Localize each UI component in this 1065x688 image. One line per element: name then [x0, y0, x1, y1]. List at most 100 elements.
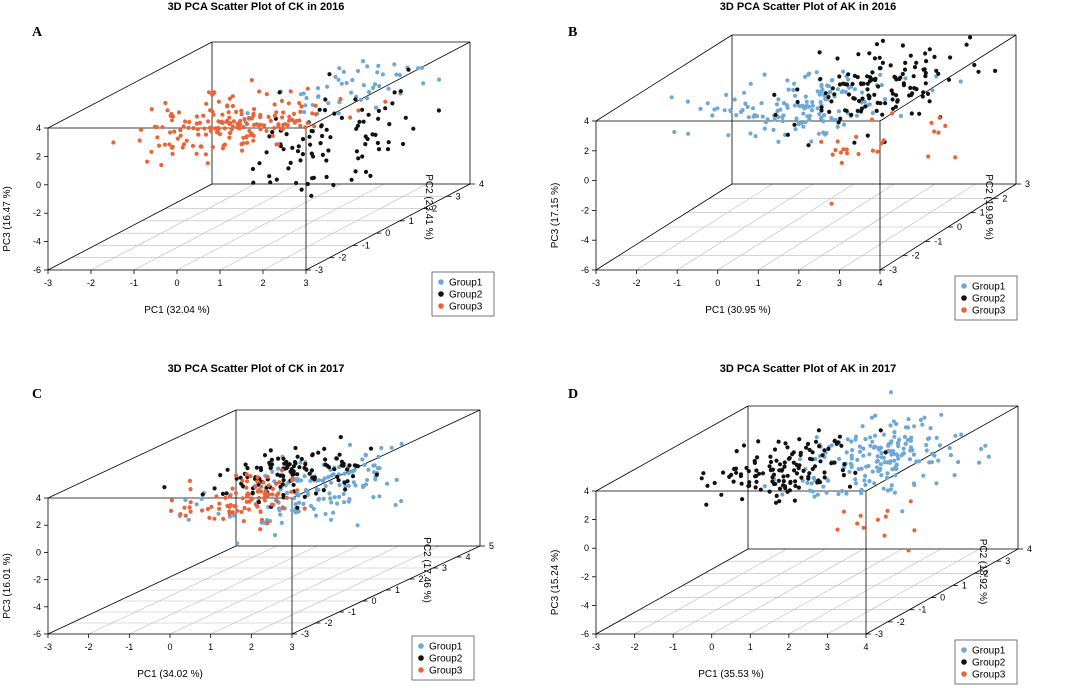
data-point-group1 — [278, 512, 283, 517]
chart-panel-a: -3 -2 -1 0 1 2 3 -3 -2 -1 0 1 2 3 4 -6 -4 -2 0 2 4 PC1 (32.04… — [2, 1, 495, 317]
y-tick-label: 5 — [489, 541, 494, 551]
data-point-group2 — [767, 489, 772, 494]
data-point-group2 — [925, 91, 931, 96]
data-point-group1 — [891, 448, 896, 454]
data-point-group3 — [229, 127, 234, 132]
data-point-group1 — [922, 415, 927, 420]
data-point-group2 — [776, 478, 782, 483]
data-point-group1 — [889, 483, 894, 488]
data-point-group1 — [906, 437, 911, 443]
data-point-group3 — [854, 134, 859, 139]
data-point-group2 — [796, 463, 801, 468]
data-point-group2 — [785, 473, 790, 478]
data-point-group2 — [269, 457, 274, 462]
data-point-group1 — [897, 437, 902, 442]
data-point-group3 — [209, 125, 214, 130]
data-point-group2 — [224, 491, 229, 496]
data-point-group1 — [290, 508, 295, 513]
data-point-group3 — [169, 118, 174, 123]
data-point-group3 — [302, 506, 307, 511]
data-point-group3 — [172, 129, 177, 134]
data-point-group1 — [836, 109, 842, 114]
data-point-group2 — [781, 479, 786, 484]
data-point-group1 — [346, 483, 351, 488]
data-point-group1 — [895, 441, 900, 446]
data-point-group2 — [752, 460, 758, 465]
data-point-group1 — [277, 508, 282, 513]
data-point-group1 — [355, 68, 361, 74]
data-point-group3 — [835, 527, 840, 532]
data-point-group1 — [746, 115, 751, 120]
x-tick-label: -1 — [125, 642, 133, 652]
data-point-group2 — [295, 472, 300, 477]
data-point-group1 — [748, 81, 753, 86]
data-point-group3 — [223, 495, 228, 500]
data-point-group1 — [328, 496, 333, 501]
data-point-group2 — [767, 464, 772, 469]
panel-label: D — [568, 387, 578, 402]
data-point-group1 — [805, 480, 810, 486]
data-point-group1 — [776, 97, 781, 102]
data-point-group2 — [774, 458, 779, 463]
data-point-group2 — [782, 464, 787, 469]
data-point-group1 — [854, 113, 860, 118]
data-point-group3 — [383, 99, 388, 104]
data-point-group3 — [297, 101, 302, 106]
data-point-group1 — [436, 77, 442, 82]
data-point-group1 — [892, 458, 897, 463]
data-point-group3 — [235, 508, 240, 513]
data-point-group1 — [853, 434, 859, 439]
floor-grid-line-x — [219, 183, 385, 271]
data-point-group3 — [230, 94, 235, 99]
legend-label: Group3 — [972, 306, 1006, 317]
data-point-group1 — [780, 115, 785, 120]
data-point-group3 — [214, 494, 219, 499]
data-point-group1 — [298, 460, 303, 465]
data-point-group3 — [252, 107, 257, 112]
data-point-group3 — [155, 135, 160, 140]
y-tick-label: 1 — [395, 585, 400, 595]
data-point-group3 — [835, 139, 840, 144]
data-point-group1 — [816, 131, 822, 136]
data-point-group3 — [313, 103, 318, 108]
data-point-group1 — [314, 513, 319, 518]
data-point-group3 — [187, 478, 192, 483]
data-point-group3 — [178, 511, 183, 517]
data-point-group2 — [357, 119, 362, 124]
panel-label: B — [568, 25, 577, 40]
data-point-group2 — [796, 485, 802, 490]
data-point-group1 — [385, 481, 390, 486]
data-point-group3 — [299, 104, 304, 109]
data-point-group2 — [335, 474, 340, 479]
data-point-group2 — [392, 90, 397, 95]
data-point-group1 — [924, 442, 929, 448]
data-point-group3 — [176, 110, 182, 115]
data-point-group1 — [879, 473, 884, 478]
data-point-group1 — [841, 122, 847, 127]
data-point-group1 — [803, 74, 808, 79]
x-tick-label: 1 — [217, 278, 222, 288]
data-point-group1 — [186, 517, 191, 522]
data-point-group3 — [178, 133, 183, 138]
z-tick-label: 2 — [36, 520, 41, 530]
data-point-group2 — [859, 106, 865, 111]
x-tick-label: 3 — [303, 278, 308, 288]
data-point-group1 — [822, 113, 827, 118]
data-point-group1 — [785, 78, 790, 83]
data-point-group1 — [869, 415, 875, 420]
data-point-group3 — [244, 135, 249, 140]
data-point-group1 — [771, 127, 776, 132]
data-point-group1 — [813, 456, 818, 462]
data-point-group2 — [320, 133, 325, 139]
data-point-group2 — [727, 474, 732, 479]
y-tick-label: 3 — [1025, 179, 1030, 189]
data-point-group1 — [302, 109, 307, 115]
legend-marker-group2 — [438, 291, 444, 297]
data-point-group1 — [866, 463, 871, 469]
data-point-group2 — [304, 467, 309, 472]
data-point-group1 — [776, 139, 781, 144]
y-tick-label: 4 — [1027, 544, 1032, 554]
data-point-group2 — [296, 144, 301, 149]
data-point-group3 — [249, 78, 254, 83]
z-tick-label: 0 — [36, 547, 41, 557]
